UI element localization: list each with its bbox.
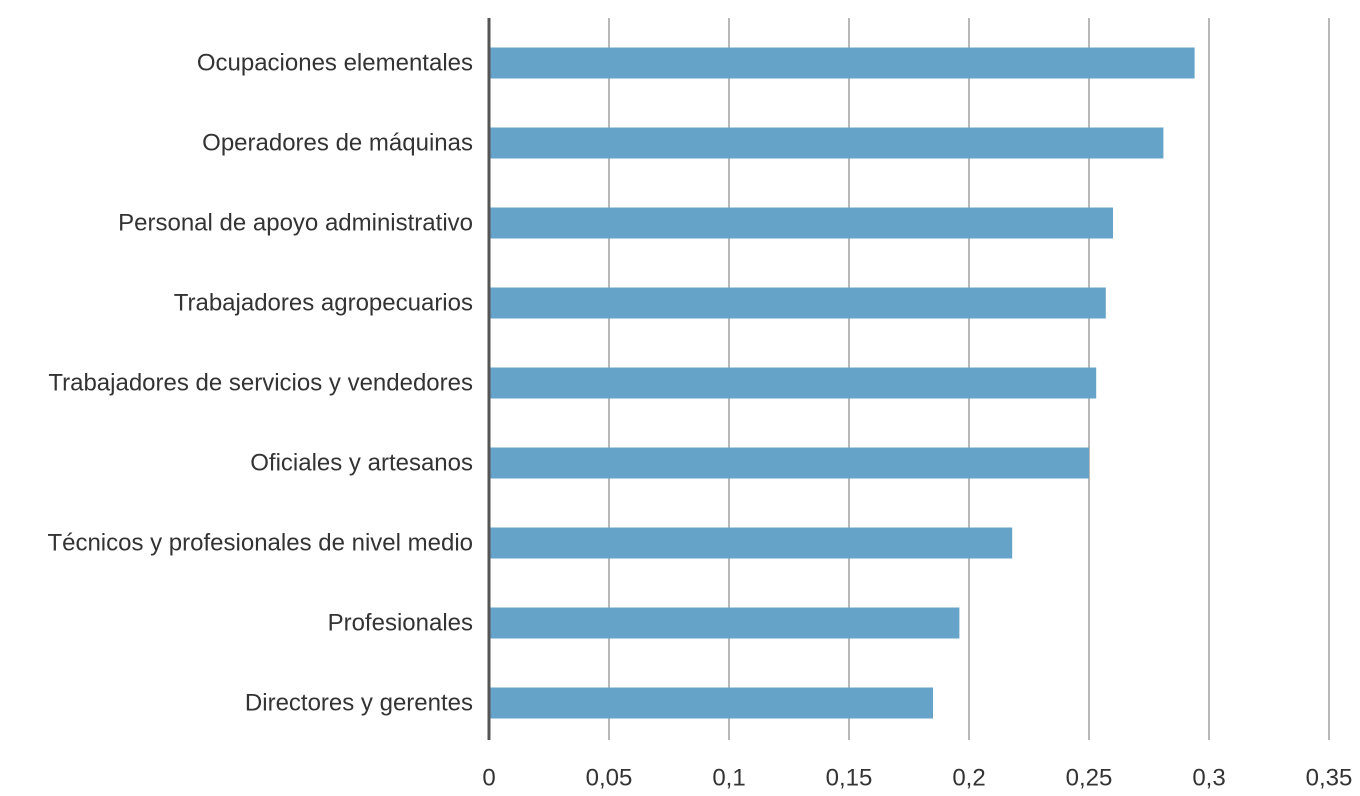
bar xyxy=(489,127,1164,159)
x-tick-label: 0,25 xyxy=(1066,765,1113,792)
x-tick-label: 0 xyxy=(482,765,495,792)
bar xyxy=(489,207,1113,239)
category-label: Personal de apoyo administrativo xyxy=(118,210,473,237)
x-tick-label: 0,35 xyxy=(1306,765,1353,792)
category-label: Directores y gerentes xyxy=(245,690,473,717)
bar xyxy=(489,367,1097,399)
bar xyxy=(489,527,1013,559)
bar xyxy=(489,447,1089,479)
x-tick-label: 0,05 xyxy=(586,765,633,792)
x-tick-label: 0,2 xyxy=(952,765,985,792)
category-label: Oficiales y artesanos xyxy=(250,450,473,477)
category-label: Operadores de máquinas xyxy=(202,130,473,157)
bar xyxy=(489,607,960,639)
category-label: Técnicos y profesionales de nivel medio xyxy=(47,530,473,557)
category-label: Trabajadores agropecuarios xyxy=(174,290,473,317)
category-label: Trabajadores de servicios y vendedores xyxy=(48,370,473,397)
x-tick-label: 0,3 xyxy=(1192,765,1225,792)
x-tick-label: 0,1 xyxy=(712,765,745,792)
bar xyxy=(489,47,1195,79)
bar xyxy=(489,287,1106,319)
x-tick-label: 0,15 xyxy=(826,765,873,792)
category-label: Ocupaciones elementales xyxy=(197,50,473,77)
bar xyxy=(489,687,933,719)
category-label: Profesionales xyxy=(328,610,473,637)
